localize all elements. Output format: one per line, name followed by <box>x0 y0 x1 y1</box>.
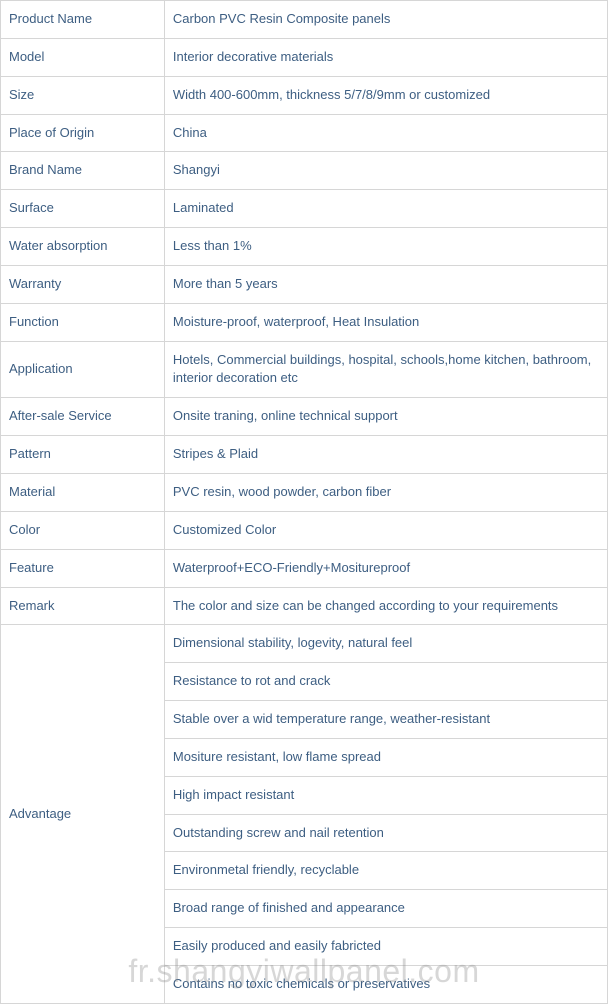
product-spec-table: Product NameCarbon PVC Resin Composite p… <box>0 0 608 1004</box>
spec-value: Less than 1% <box>164 228 607 266</box>
table-row: WarrantyMore than 5 years <box>1 265 608 303</box>
spec-value: Customized Color <box>164 511 607 549</box>
table-row: FeatureWaterproof+ECO-Friendly+Mositurep… <box>1 549 608 587</box>
table-row: RemarkThe color and size can be changed … <box>1 587 608 625</box>
table-row: Water absorptionLess than 1% <box>1 228 608 266</box>
table-row: ColorCustomized Color <box>1 511 608 549</box>
table-row: FunctionMoisture-proof, waterproof, Heat… <box>1 303 608 341</box>
spec-value: PVC resin, wood powder, carbon fiber <box>164 473 607 511</box>
spec-label: Pattern <box>1 436 165 474</box>
spec-label: Function <box>1 303 165 341</box>
table-row: Advantage Dimensional stability, logevit… <box>1 625 608 663</box>
spec-label: Application <box>1 341 165 398</box>
advantage-item: Stable over a wid temperature range, wea… <box>164 701 607 739</box>
advantage-item: Resistance to rot and crack <box>164 663 607 701</box>
table-row: Brand NameShangyi <box>1 152 608 190</box>
advantage-item: Contains no toxic chemicals or preservat… <box>164 965 607 1003</box>
table-row: SurfaceLaminated <box>1 190 608 228</box>
advantage-item: Easily produced and easily fabricted <box>164 928 607 966</box>
spec-label: Color <box>1 511 165 549</box>
spec-label: Remark <box>1 587 165 625</box>
spec-value: More than 5 years <box>164 265 607 303</box>
spec-label: Water absorption <box>1 228 165 266</box>
advantage-item: Broad range of finished and appearance <box>164 890 607 928</box>
spec-label: Place of Origin <box>1 114 165 152</box>
spec-label: Feature <box>1 549 165 587</box>
spec-label: Size <box>1 76 165 114</box>
spec-label: Brand Name <box>1 152 165 190</box>
spec-value: Waterproof+ECO-Friendly+Mositureproof <box>164 549 607 587</box>
spec-label: Surface <box>1 190 165 228</box>
table-body: Product NameCarbon PVC Resin Composite p… <box>1 1 608 1004</box>
table-row: ApplicationHotels, Commercial buildings,… <box>1 341 608 398</box>
table-row: Place of OriginChina <box>1 114 608 152</box>
spec-label: Model <box>1 38 165 76</box>
table-row: After-sale ServiceOnsite traning, online… <box>1 398 608 436</box>
spec-value: Moisture-proof, waterproof, Heat Insulat… <box>164 303 607 341</box>
spec-label: Product Name <box>1 1 165 39</box>
spec-value: China <box>164 114 607 152</box>
table-row: ModelInterior decorative materials <box>1 38 608 76</box>
advantage-item: Mositure resistant, low flame spread <box>164 738 607 776</box>
spec-value: Onsite traning, online technical support <box>164 398 607 436</box>
spec-value: Carbon PVC Resin Composite panels <box>164 1 607 39</box>
spec-value: Width 400-600mm, thickness 5/7/8/9mm or … <box>164 76 607 114</box>
spec-label: After-sale Service <box>1 398 165 436</box>
spec-value: Hotels, Commercial buildings, hospital, … <box>164 341 607 398</box>
table-row: Product NameCarbon PVC Resin Composite p… <box>1 1 608 39</box>
advantage-item: Dimensional stability, logevity, natural… <box>164 625 607 663</box>
table-row: PatternStripes & Plaid <box>1 436 608 474</box>
advantage-item: Outstanding screw and nail retention <box>164 814 607 852</box>
spec-value: Laminated <box>164 190 607 228</box>
spec-label: Material <box>1 473 165 511</box>
spec-value: Stripes & Plaid <box>164 436 607 474</box>
spec-label: Warranty <box>1 265 165 303</box>
advantage-item: Environmetal friendly, recyclable <box>164 852 607 890</box>
advantage-label: Advantage <box>1 625 165 1003</box>
spec-value: The color and size can be changed accord… <box>164 587 607 625</box>
spec-value: Interior decorative materials <box>164 38 607 76</box>
table-row: MaterialPVC resin, wood powder, carbon f… <box>1 473 608 511</box>
spec-value: Shangyi <box>164 152 607 190</box>
table-row: SizeWidth 400-600mm, thickness 5/7/8/9mm… <box>1 76 608 114</box>
advantage-item: High impact resistant <box>164 776 607 814</box>
